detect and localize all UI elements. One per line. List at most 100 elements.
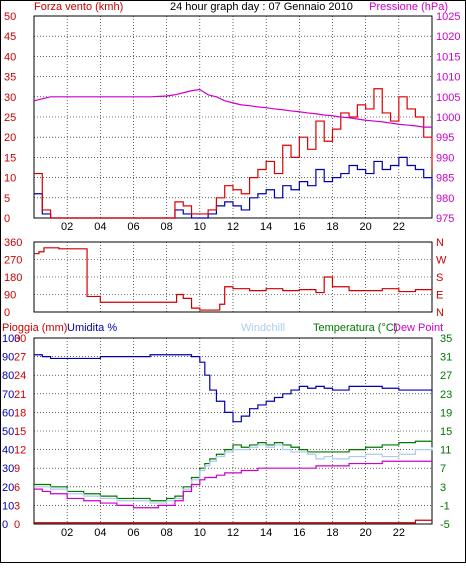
x-tick-label: 02 (61, 221, 73, 233)
y-tick-label: 100 (2, 333, 20, 345)
x-tick-label: 18 (326, 527, 338, 539)
y-tick-label: 50 (2, 426, 14, 438)
y-tick-label: 40 (4, 51, 16, 63)
y2-tick-label: 995 (436, 132, 454, 144)
series-line-humidity (34, 354, 433, 423)
y-tick-label: 70 (2, 389, 14, 401)
y-tick-label: 80 (2, 370, 14, 382)
series-line-dewpoint (34, 460, 432, 509)
y-tick-label: 0 (4, 307, 10, 319)
wind-speed-axis-title: Forza vento (kmh) (34, 1, 123, 13)
x-tick-label: 10 (194, 221, 206, 233)
rain-tick-label: 18 (14, 407, 26, 419)
legend-humidity: Umidita % (67, 322, 117, 334)
x-tick-label: 06 (127, 221, 139, 233)
y2-tick-label: N (436, 307, 444, 319)
y-tick-label: 35 (4, 72, 16, 84)
legend-temperature: Temperatura (°C) (313, 322, 397, 334)
rain-tick-label: 30 (14, 333, 26, 345)
x-tick-label: 08 (161, 527, 173, 539)
y2-tick-label: 7 (440, 463, 446, 475)
x-tick-label: 08 (161, 221, 173, 233)
y2-tick-label: 1020 (436, 31, 460, 43)
x-tick-label: 02 (61, 527, 73, 539)
x-tick-label: 06 (127, 527, 139, 539)
rain-tick-label: 3 (14, 500, 20, 512)
y2-tick-label: 31 (440, 352, 452, 364)
y2-tick-label: -1 (440, 500, 450, 512)
y2-tick-label: 3 (440, 482, 446, 494)
y-tick-label: 20 (2, 482, 14, 494)
y-tick-label: 10 (2, 500, 14, 512)
x-tick-label: 16 (293, 527, 305, 539)
y-tick-label: 0 (2, 519, 8, 531)
y2-tick-label: 1025 (436, 11, 460, 23)
rain-tick-label: 15 (14, 426, 26, 438)
y-tick-label: 90 (2, 352, 14, 364)
series-line-windchill (34, 444, 433, 504)
x-tick-label: 04 (94, 221, 106, 233)
y-tick-label: 20 (4, 132, 16, 144)
y2-tick-label: 975 (436, 213, 454, 225)
y-tick-label: 90 (4, 290, 16, 302)
y-tick-label: 60 (2, 407, 14, 419)
y2-tick-label: 1000 (436, 112, 460, 124)
y-tick-label: 5 (4, 193, 10, 205)
legend-rain: Pioggia (mm) (2, 322, 67, 334)
y-tick-label: 270 (4, 255, 22, 267)
y-tick-label: 360 (4, 237, 22, 249)
y2-tick-label: N (436, 237, 444, 249)
rain-tick-label: 9 (14, 463, 20, 475)
x-tick-label: 14 (260, 527, 272, 539)
y2-tick-label: W (436, 255, 447, 267)
y2-tick-label: 35 (440, 333, 452, 345)
x-tick-label: 12 (227, 527, 239, 539)
y2-tick-label: 1010 (436, 72, 460, 84)
y2-tick-label: 11 (440, 445, 451, 457)
graph-title: 24 hour graph day : 07 Gennaio 2010 (170, 1, 353, 13)
y2-tick-label: 1005 (436, 92, 460, 104)
y2-tick-label: 19 (440, 407, 452, 419)
legend-windchill: Windchill (241, 322, 285, 334)
y2-tick-label: 1015 (436, 51, 460, 63)
y-tick-label: 40 (2, 445, 14, 457)
y2-tick-label: 985 (436, 173, 454, 185)
y-tick-label: 180 (4, 272, 22, 284)
y-tick-label: 0 (4, 213, 10, 225)
y-tick-label: 15 (4, 152, 16, 164)
x-tick-label: 22 (393, 527, 405, 539)
y2-tick-label: E (436, 290, 443, 302)
legend-dewpoint: Dew Point (393, 322, 443, 334)
rain-tick-label: 12 (14, 445, 26, 457)
y2-tick-label: S (436, 272, 443, 284)
series-line-pressure (33, 88, 432, 128)
y-tick-label: 25 (4, 112, 16, 124)
series-line-direction (34, 247, 433, 311)
x-tick-label: 18 (326, 221, 338, 233)
rain-tick-label: 27 (14, 352, 26, 364)
temp-humidity-panel: 02 04 06 08 10 12 14 16 18 20 22010203040506070809… (2, 333, 452, 539)
rain-tick-label: 21 (14, 389, 26, 401)
y2-tick-label: 23 (440, 389, 452, 401)
x-tick-label: 22 (393, 221, 405, 233)
x-tick-label: 20 (360, 221, 372, 233)
rain-tick-label: 24 (14, 370, 26, 382)
y-tick-label: 30 (4, 92, 16, 104)
y-tick-label: 50 (4, 11, 16, 23)
y2-tick-label: 27 (440, 370, 452, 382)
x-tick-label: 12 (227, 221, 239, 233)
rain-tick-label: 0 (14, 519, 20, 531)
wind-pressure-panel: 02 04 06 08 10 12 14 16 18 20 22051015202530354045… (4, 11, 460, 233)
x-tick-label: 14 (260, 221, 272, 233)
y-tick-label: 45 (4, 31, 16, 43)
rain-tick-label: 6 (14, 482, 20, 494)
y2-tick-label: 980 (436, 193, 454, 205)
x-tick-label: 10 (194, 527, 206, 539)
x-tick-label: 20 (360, 527, 372, 539)
y-tick-label: 30 (2, 463, 14, 475)
y2-tick-label: 990 (436, 152, 454, 164)
series-line-wind_gust (34, 88, 433, 219)
